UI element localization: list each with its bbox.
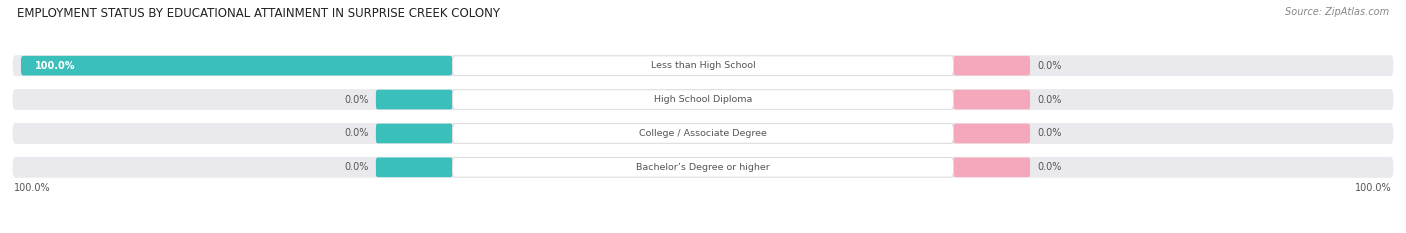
FancyBboxPatch shape <box>453 158 953 177</box>
Text: High School Diploma: High School Diploma <box>654 95 752 104</box>
Text: 100.0%: 100.0% <box>35 61 76 71</box>
Text: 0.0%: 0.0% <box>344 128 368 138</box>
FancyBboxPatch shape <box>953 90 1031 109</box>
Text: 100.0%: 100.0% <box>1355 183 1392 193</box>
Text: 0.0%: 0.0% <box>344 162 368 172</box>
Text: 0.0%: 0.0% <box>1038 162 1062 172</box>
FancyBboxPatch shape <box>11 54 1395 78</box>
FancyBboxPatch shape <box>11 122 1395 145</box>
Text: College / Associate Degree: College / Associate Degree <box>640 129 766 138</box>
FancyBboxPatch shape <box>953 158 1031 177</box>
FancyBboxPatch shape <box>375 158 453 177</box>
Text: Source: ZipAtlas.com: Source: ZipAtlas.com <box>1285 7 1389 17</box>
Text: 0.0%: 0.0% <box>344 95 368 105</box>
FancyBboxPatch shape <box>453 56 953 75</box>
Text: Bachelor’s Degree or higher: Bachelor’s Degree or higher <box>636 163 770 172</box>
FancyBboxPatch shape <box>11 155 1395 179</box>
Text: 100.0%: 100.0% <box>14 183 51 193</box>
FancyBboxPatch shape <box>453 124 953 143</box>
FancyBboxPatch shape <box>21 56 453 75</box>
Text: 0.0%: 0.0% <box>1038 128 1062 138</box>
Text: Less than High School: Less than High School <box>651 61 755 70</box>
FancyBboxPatch shape <box>375 90 453 109</box>
FancyBboxPatch shape <box>375 124 453 143</box>
Text: EMPLOYMENT STATUS BY EDUCATIONAL ATTAINMENT IN SURPRISE CREEK COLONY: EMPLOYMENT STATUS BY EDUCATIONAL ATTAINM… <box>17 7 501 20</box>
FancyBboxPatch shape <box>453 90 953 109</box>
Text: 0.0%: 0.0% <box>1038 95 1062 105</box>
Text: 0.0%: 0.0% <box>1038 61 1062 71</box>
FancyBboxPatch shape <box>953 124 1031 143</box>
FancyBboxPatch shape <box>953 56 1031 75</box>
FancyBboxPatch shape <box>11 88 1395 111</box>
